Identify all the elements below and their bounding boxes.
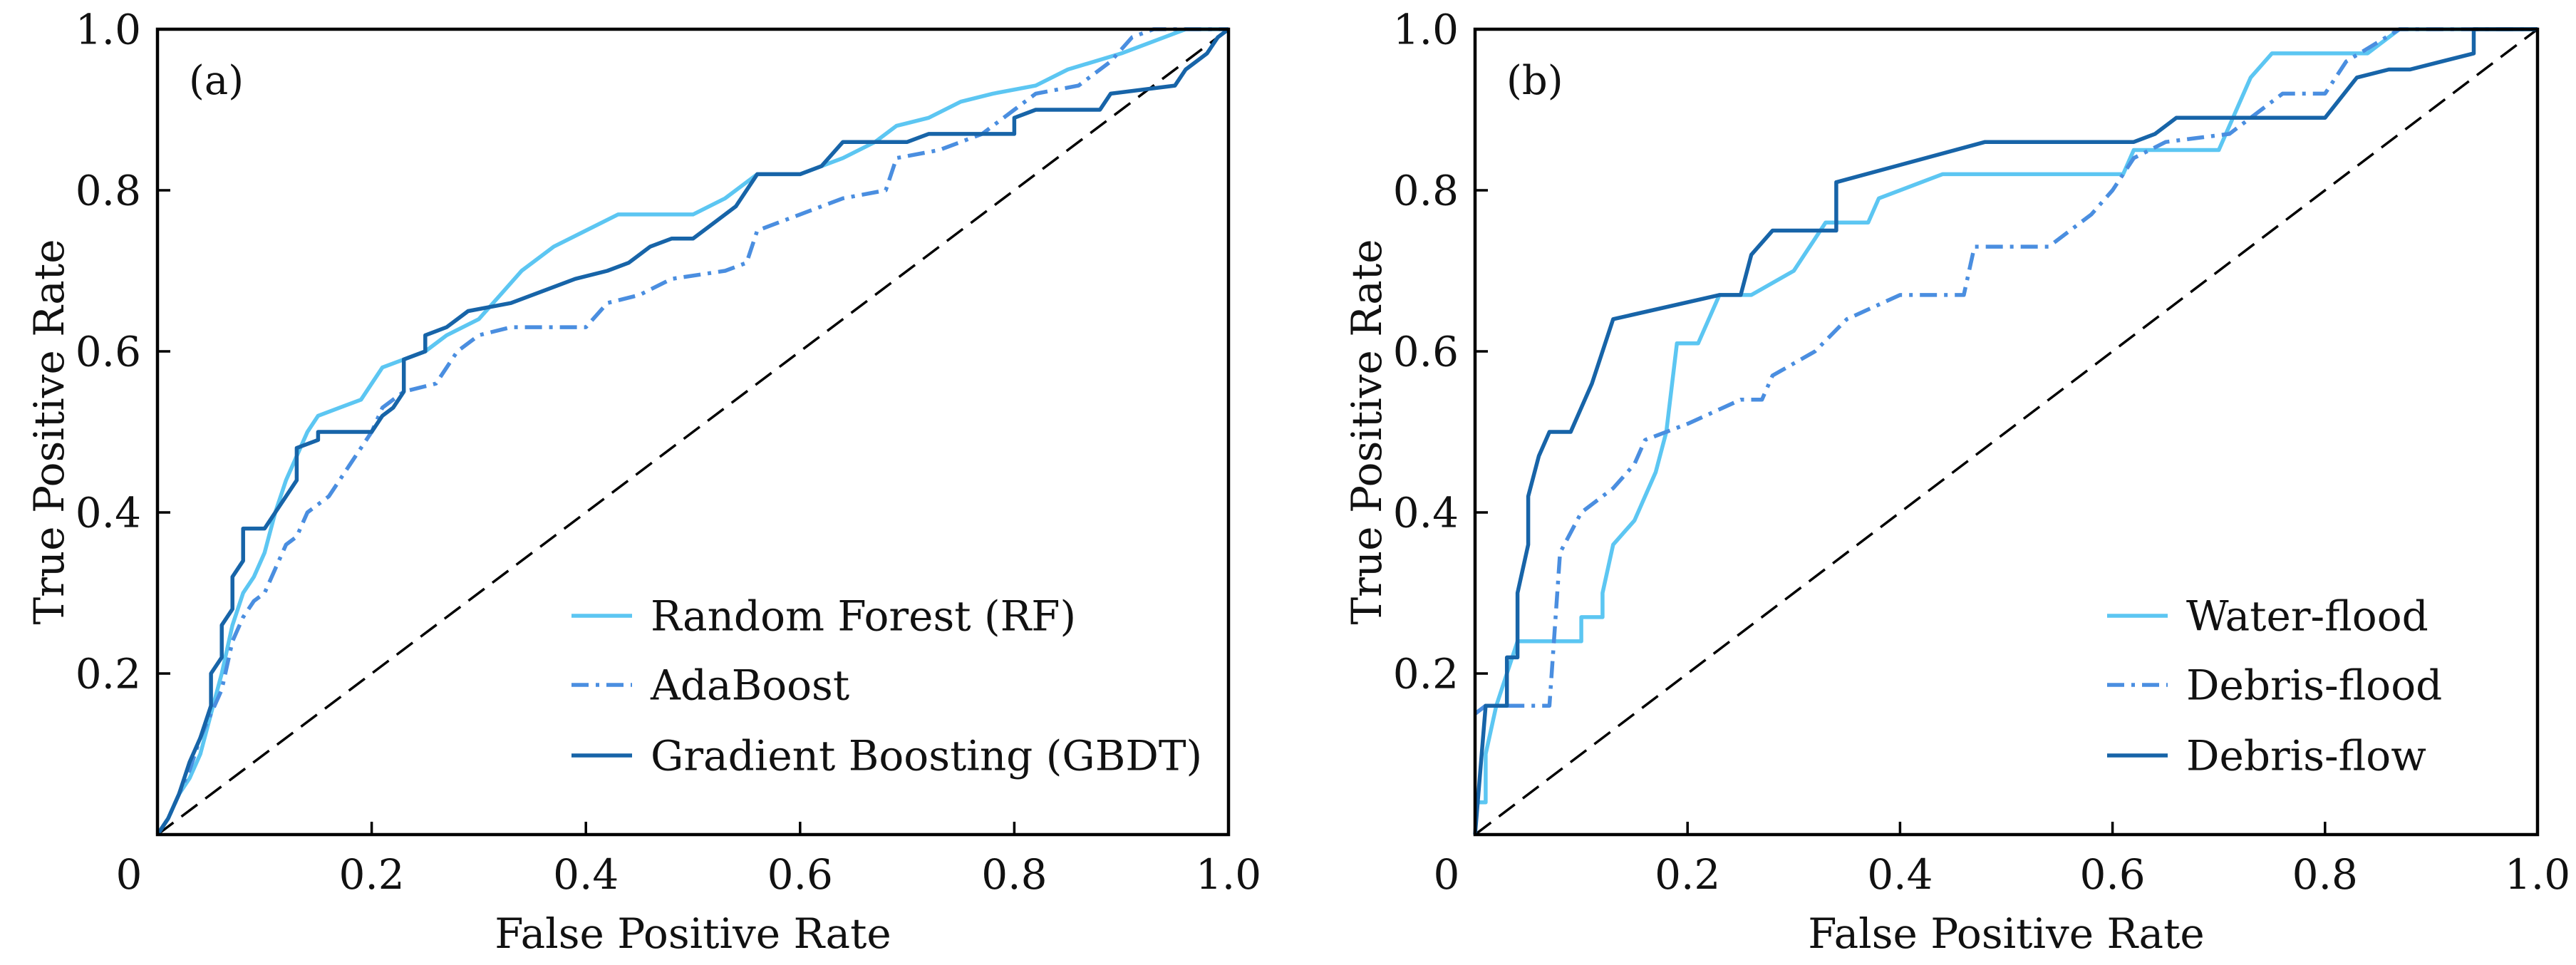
x-tick-label: 0.2	[338, 850, 404, 899]
x-tick-label: 0.4	[1867, 850, 1933, 899]
legend-item-random-forest-rf: Random Forest (RF)	[571, 592, 1076, 640]
y-tick-label: 0.6	[1393, 327, 1459, 376]
x-tick-label: 0.8	[981, 850, 1047, 899]
legend-label: Water-flood	[2186, 592, 2428, 640]
legend-item-debris-flow: Debris-flow	[2107, 731, 2426, 780]
chance-diagonal-line	[156, 28, 1230, 836]
y-tick-label: 0.2	[1393, 649, 1459, 698]
panel-label: (a)	[189, 58, 244, 104]
legend-item-water-flood: Water-flood	[2107, 592, 2428, 640]
legend-label: Debris-flood	[2186, 661, 2442, 709]
legend: Random Forest (RF) AdaBoost Gradient Boost…	[571, 592, 1202, 780]
y-tick-label: 0.8	[1393, 166, 1459, 215]
legend: Water-flood Debris-flood Debris-flow	[2107, 592, 2442, 780]
legend-item-gradient-boosting-gbdt: Gradient Boosting (GBDT)	[571, 731, 1202, 780]
legend-item-debris-flood: Debris-flood	[2107, 661, 2442, 709]
y-axis-label: True Positive Rate	[1343, 239, 1391, 624]
series-line-gradient-boosting-gbdt	[155, 27, 1230, 836]
legend-label: Debris-flow	[2186, 731, 2426, 780]
x-axis-label: False Positive Rate	[495, 909, 891, 958]
y-tick-label: 1.0	[1393, 5, 1459, 53]
y-axis-label: True Positive Rate	[25, 239, 73, 624]
x-tick-label: 0.8	[2292, 850, 2358, 899]
x-tick-label: 0	[1434, 850, 1460, 899]
series-line-debris-flow	[1473, 27, 2538, 835]
plot-frame	[155, 27, 1231, 837]
panel-label: (b)	[1506, 58, 1563, 104]
legend-label: Gradient Boosting (GBDT)	[651, 731, 1202, 780]
series-line-debris-flood	[1474, 27, 2538, 716]
legend-label: AdaBoost	[650, 661, 849, 709]
chance-diagonal-line	[1474, 28, 2539, 836]
series-line-random-forest-rf	[155, 27, 1228, 836]
x-tick-label: 1.0	[1196, 850, 1261, 899]
y-tick-label: 0.4	[1393, 488, 1459, 537]
series-line-adaboost	[155, 27, 1228, 836]
x-tick-label: 0.4	[553, 850, 619, 899]
x-axis-label: False Positive Rate	[1808, 909, 2204, 958]
legend-label: Random Forest (RF)	[651, 592, 1076, 640]
x-tick-label: 0	[116, 850, 143, 899]
y-tick-label: 0.6	[76, 327, 141, 376]
plot-frame	[1473, 27, 2540, 837]
x-tick-label: 0.2	[1655, 850, 1720, 899]
roc-panel-b: 0 0.2 0.4 0.6 0.8 1.0 0.2 0.4 0.6 0.8 1.0 False Pos…	[1343, 5, 2570, 958]
y-tick-label: 0.2	[76, 649, 141, 698]
roc-panel-a: 0 0.2 0.4 0.6 0.8 1.0 0.2 0.4 0.6 0.8 1.0 False Pos…	[25, 5, 1261, 958]
x-tick-label: 0.6	[2079, 850, 2145, 899]
x-tick-label: 1.0	[2505, 850, 2570, 899]
y-tick-label: 0.8	[76, 166, 141, 215]
y-tick-label: 1.0	[76, 5, 141, 53]
legend-item-adaboost: AdaBoost	[571, 661, 849, 709]
y-tick-label: 0.4	[76, 488, 141, 537]
x-tick-label: 0.6	[767, 850, 833, 899]
series-line-water-flood	[1475, 27, 2538, 805]
